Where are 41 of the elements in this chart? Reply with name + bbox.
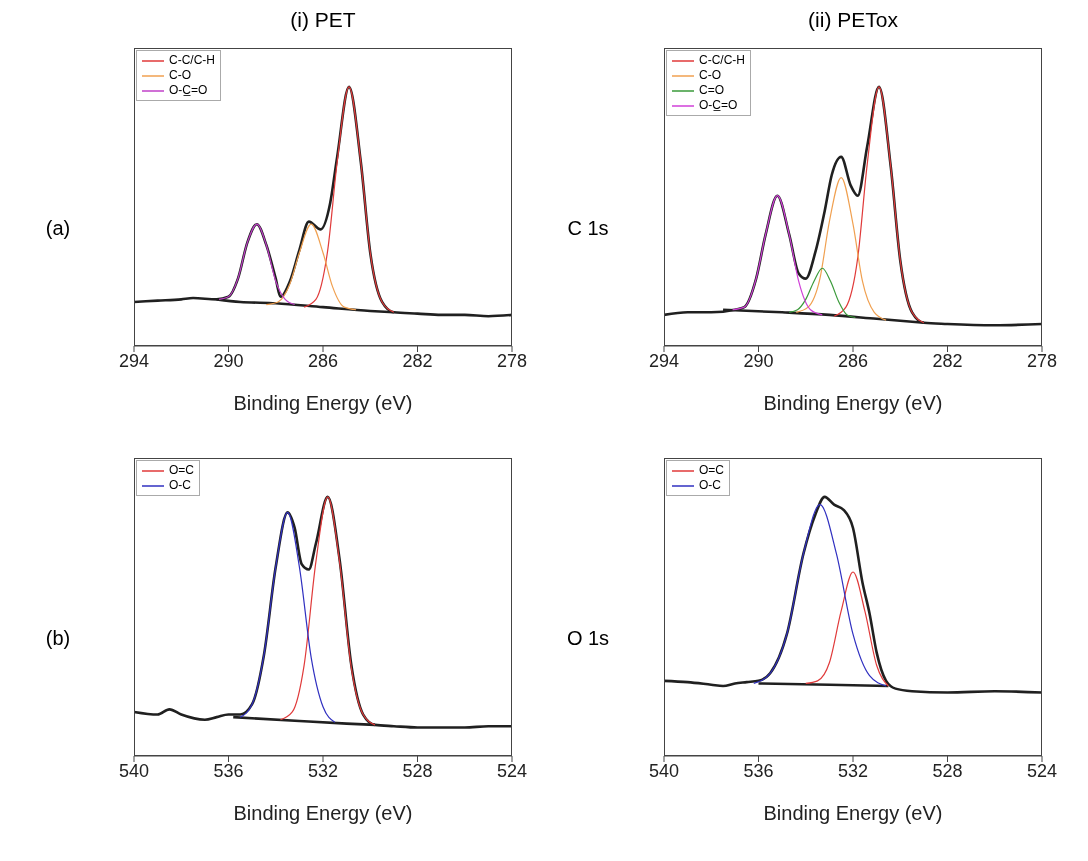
legend-label: O-C (699, 478, 721, 493)
legend-label: O-C̲=O (169, 83, 208, 98)
x-axis-title: Binding Energy (eV) (233, 392, 413, 414)
x-axis-title: Binding Energy (eV) (233, 802, 413, 824)
x-tick-label: 282 (932, 350, 963, 371)
x-tick-label: 532 (307, 760, 339, 781)
x-tick-label: 294 (118, 350, 150, 371)
text: C 1s (567, 216, 609, 240)
x-tick-label: 540 (118, 760, 150, 781)
legend-label: O=C (699, 463, 725, 478)
x-tick-label: 528 (402, 760, 433, 781)
legend-label: O-C (169, 478, 191, 493)
legend-label: O=C (169, 463, 195, 478)
legend-label: O-C̲=O (699, 98, 738, 113)
x-tick-label: 290 (743, 350, 774, 371)
x-tick-label: 278 (1026, 350, 1058, 371)
x-tick-label: 536 (743, 760, 774, 781)
legend-label: C-O (699, 68, 721, 83)
text: (b) (45, 626, 71, 650)
x-tick-label: 524 (1026, 760, 1058, 781)
x-axis-title: Binding Energy (eV) (763, 392, 943, 414)
x-tick-label: 536 (213, 760, 244, 781)
x-tick-label: 524 (496, 760, 528, 781)
x-tick-label: 528 (932, 760, 963, 781)
x-tick-label: 286 (307, 350, 339, 371)
x-tick-label: 294 (648, 350, 680, 371)
chart-title: (ii) PETox (807, 8, 899, 33)
x-tick-label: 282 (402, 350, 433, 371)
text: (a) (45, 216, 71, 240)
chart-title: (i) PET (289, 8, 357, 33)
legend-label: C-O (169, 68, 191, 83)
legend-label: C=O (699, 83, 725, 98)
legend-label: C-C/C-H (699, 53, 745, 68)
x-tick-label: 286 (837, 350, 869, 371)
x-axis-title: Binding Energy (eV) (763, 802, 943, 824)
x-tick-label: 532 (837, 760, 869, 781)
x-tick-label: 540 (648, 760, 680, 781)
text: O 1s (566, 626, 610, 650)
legend-label: C-C/C-H (169, 53, 215, 68)
x-tick-label: 278 (496, 350, 528, 371)
x-tick-label: 290 (213, 350, 244, 371)
